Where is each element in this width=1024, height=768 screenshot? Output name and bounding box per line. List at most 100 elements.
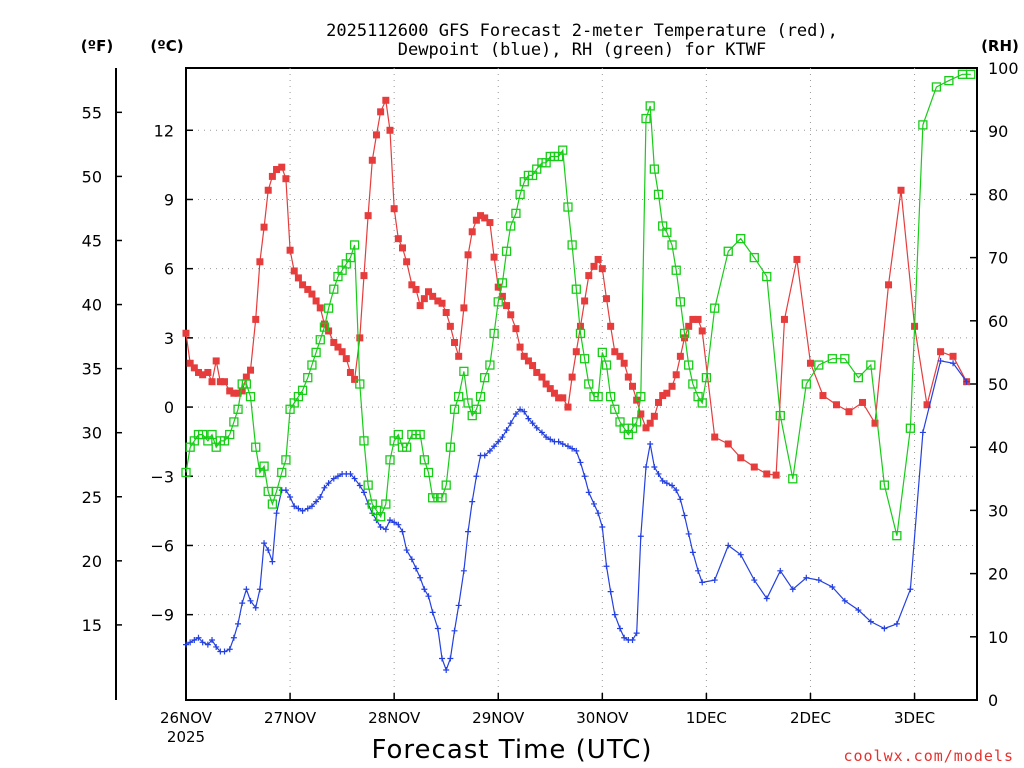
rh-point (375, 512, 386, 522)
rh-tick-label: 30 (988, 501, 1008, 520)
dewpoint-point (590, 500, 597, 507)
dewpoint-point (299, 507, 306, 514)
dewpoint-point (711, 577, 718, 584)
dewpoint-point (585, 489, 592, 496)
rh-point (480, 373, 490, 383)
dewpoint-point (963, 378, 970, 385)
dewpoint-point (893, 620, 900, 627)
dewpoint-point (512, 410, 519, 417)
rh-point (775, 410, 785, 421)
dewpoint-point (533, 424, 540, 431)
dewpoint-point (334, 473, 341, 480)
dewpoint-point (434, 625, 441, 632)
temperature-point (620, 359, 628, 367)
rh-tick-label: 70 (988, 249, 1008, 268)
dewpoint-point (226, 646, 233, 653)
fahrenheit-unit-label: (ºF) (81, 37, 113, 55)
temperature-point (650, 412, 658, 420)
rh-point (359, 436, 369, 446)
rh-point (229, 417, 239, 427)
series-layer (181, 69, 976, 674)
rh-tick-label: 100 (988, 59, 1019, 78)
rh-point (251, 442, 261, 452)
rh-point (449, 404, 460, 414)
dewpoint-point (659, 477, 666, 484)
temperature-point (885, 281, 893, 289)
time-tick-label: 30NOV (576, 709, 629, 727)
temperature-point (438, 299, 446, 307)
rh-point (662, 227, 672, 237)
dewpoint-point (360, 489, 367, 496)
temperature-point (542, 380, 550, 388)
rh-point (271, 486, 282, 497)
celsius-tick-label: −3 (150, 467, 174, 486)
dewpoint-point (377, 524, 384, 531)
temperature-point (199, 371, 207, 379)
rh-point (423, 467, 434, 478)
rh-point (723, 246, 733, 256)
temperature-point (780, 315, 788, 323)
dewpoint-point (195, 634, 202, 641)
temperature-point (242, 373, 250, 381)
dewpoint-point (617, 625, 624, 632)
temperature-point (724, 440, 732, 448)
unit-labels: (ºF) (ºC) (RH) (81, 37, 1019, 55)
fahrenheit-tick-label: 35 (82, 360, 102, 379)
temperature-point (529, 362, 537, 370)
rh-point (671, 265, 681, 275)
temperature-point (360, 272, 368, 280)
dewpoint-line (185, 360, 968, 672)
temperature-point (394, 235, 402, 243)
rh-point (363, 480, 373, 490)
temperature-point (212, 357, 220, 365)
temperature-point (598, 265, 606, 273)
dewpoint-point (919, 429, 926, 436)
dewpoint-point (751, 577, 758, 584)
rh-line (185, 73, 971, 536)
dewpoint-point (191, 637, 198, 644)
temperature-point (832, 401, 840, 409)
dewpoint-point (187, 639, 194, 646)
temperature-point (342, 355, 350, 363)
dewpoint-point (317, 494, 324, 501)
rh-point (567, 240, 577, 250)
temperature-point (507, 311, 515, 319)
rh-point (667, 240, 677, 250)
rh-point (441, 480, 451, 490)
rh-point (879, 480, 890, 490)
rh-point (475, 391, 486, 402)
dewpoint-point (386, 517, 393, 524)
dewpoint-point (569, 445, 576, 452)
rh-point (762, 271, 772, 282)
dewpoint-series (183, 357, 970, 674)
rh-point (641, 113, 651, 124)
fahrenheit-tick-label: 20 (82, 552, 102, 571)
temperature-point (446, 322, 454, 330)
rh-point (315, 335, 325, 345)
rh-point (593, 391, 603, 402)
time-tick-label: 1DEC (686, 709, 727, 727)
dewpoint-point (204, 641, 211, 648)
fahrenheit-tick-label: 55 (82, 103, 102, 122)
rh-point (710, 303, 720, 313)
rh-point (463, 398, 473, 408)
temperature-point (763, 470, 771, 478)
dewpoint-point (777, 567, 784, 574)
dewpoint-point (685, 530, 692, 537)
time-tick-year-label: 2025 (167, 728, 205, 746)
rh-point (675, 297, 686, 307)
rh-tick-label: 80 (988, 185, 1008, 204)
temperature-point (793, 255, 801, 263)
dewpoint-point (252, 604, 259, 611)
rh-point (558, 145, 568, 155)
dewpoint-point (595, 510, 602, 517)
temperature-point (607, 322, 615, 330)
dewpoint-point (503, 427, 510, 434)
dewpoint-point (247, 597, 254, 604)
temperature-point (299, 281, 307, 289)
dewpoint-point (538, 429, 545, 436)
dewpoint-point (221, 648, 228, 655)
dewpoint-point (304, 505, 311, 512)
dewpoint-point (391, 519, 398, 526)
rh-series (181, 69, 976, 541)
